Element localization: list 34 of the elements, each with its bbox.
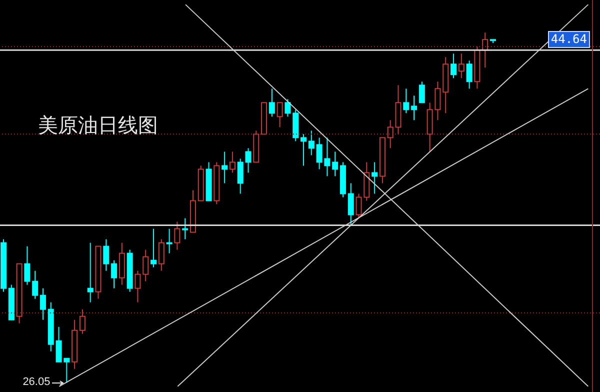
candlestick	[182, 218, 188, 240]
candlestick	[32, 270, 38, 300]
candlestick	[174, 221, 180, 250]
candlestick	[276, 102, 283, 128]
candlestick	[87, 242, 94, 303]
candlestick	[466, 60, 472, 90]
annotation: 26.05	[22, 374, 50, 389]
candlestick	[403, 88, 410, 114]
candlestick	[482, 32, 488, 68]
candlestick	[450, 53, 456, 79]
candlestick	[308, 130, 314, 156]
candlestick	[166, 228, 172, 254]
candlestick	[458, 53, 464, 79]
candlestick	[24, 246, 30, 286]
candlestick	[79, 308, 86, 334]
candlestick	[418, 81, 425, 104]
candlestick	[103, 238, 110, 272]
candlestick	[268, 88, 275, 118]
annotation: 44.64	[548, 30, 590, 48]
candlestick	[411, 95, 418, 121]
candlestick	[222, 151, 228, 184]
candlestick	[150, 228, 156, 268]
candlestick	[111, 260, 118, 289]
candlestick	[158, 238, 164, 272]
candlestick	[372, 162, 378, 194]
candlestick	[348, 182, 354, 226]
candlestick	[134, 270, 141, 303]
candlestick	[229, 151, 236, 174]
candlestick	[284, 98, 291, 118]
candlestick	[40, 288, 46, 320]
candlestick	[300, 134, 306, 166]
candlestick	[332, 151, 338, 177]
candlestick	[142, 249, 149, 282]
text: 美原油日线图	[38, 112, 158, 139]
